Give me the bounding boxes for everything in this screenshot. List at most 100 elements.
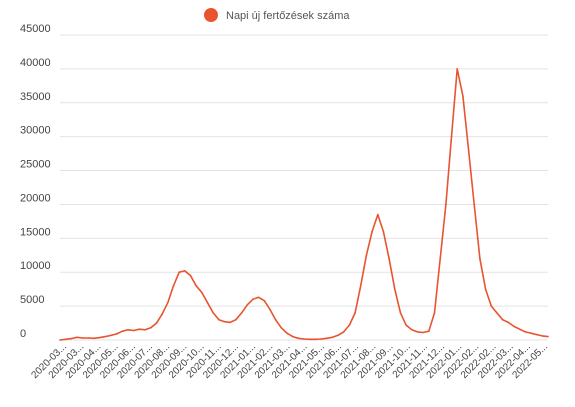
data-point [218,318,220,321]
data-point [201,291,203,294]
data-point [445,203,447,206]
y-tick-label: 45000 [20,23,51,35]
data-point [337,334,339,337]
data-point [501,318,504,321]
data-point [382,230,385,233]
legend[interactable]: Napi új fertőzések száma [204,8,350,22]
data-point [212,312,214,314]
data-point [342,331,345,333]
data-point [439,257,442,260]
data-point [110,334,112,337]
data-point [433,312,436,314]
data-point [399,312,402,314]
data-point [280,327,283,329]
data-point [394,288,396,291]
data-point [115,333,118,335]
data-point [269,308,271,311]
data-point [240,312,243,314]
data-point [541,335,544,337]
data-point [178,271,180,274]
data-point [87,337,90,339]
y-tick-label: 40000 [20,57,51,69]
data-point [252,298,254,301]
data-point [70,337,73,340]
data-point [507,321,510,324]
data-point [195,285,197,287]
data-point [150,327,152,329]
data-point [524,331,527,333]
data-point [127,329,129,331]
data-point [359,285,362,287]
data-point [513,325,515,328]
data-point [246,304,249,306]
data-point [405,324,407,326]
data-point [354,312,356,314]
y-tick-label: 20000 [20,192,51,204]
data-point [155,322,158,324]
data-point [104,335,107,338]
y-axis-tick-labels: 0 5000 10000 15000 20000 25000 30000 35000 40000… [20,23,51,340]
data-point [371,230,373,233]
data-point [144,329,146,331]
y-tick-label: 30000 [20,125,51,137]
data-point [167,301,169,304]
data-point [235,318,237,321]
data-point [535,333,538,336]
y-tick-label: 25000 [20,159,51,171]
data-point [229,321,231,324]
data-point [76,336,78,339]
data-point [462,95,464,97]
data-point [223,320,226,323]
data-point [490,305,493,307]
data-point [496,312,498,314]
legend-marker [204,8,218,22]
data-point [161,313,163,316]
data-point [416,331,419,333]
y-tick-label: 0 [20,328,26,340]
data-point [484,288,487,291]
grid-lines [60,34,548,341]
data-point [257,296,260,299]
data-point [479,257,481,260]
data-point [189,274,192,277]
data-point [138,328,141,331]
data-point [274,318,277,321]
data-point [518,328,521,331]
data-point [93,337,95,340]
data-point [314,338,317,341]
y-tick-label: 35000 [20,91,51,103]
data-points [59,68,549,341]
data-point [59,339,61,341]
data-point [456,68,459,70]
data-point [291,335,294,338]
y-tick-label: 5000 [20,294,44,306]
y-tick-label: 10000 [20,260,51,272]
y-tick-label: 15000 [20,226,51,238]
data-point [297,337,300,340]
data-point [325,337,328,340]
data-point [428,330,430,333]
data-point [98,336,101,339]
data-point [184,270,186,272]
legend-label: Napi új fertőzések száma [226,10,350,22]
data-point [206,301,209,304]
data-point [320,338,322,340]
x-axis-tick-labels: 2020-03...2020-03...2020-04...2020-05...… [29,341,550,381]
data-point [467,149,470,151]
data-point [388,257,390,260]
data-point [348,324,351,326]
data-point [263,299,266,302]
data-point [81,337,84,339]
data-point [133,329,135,332]
data-point [365,254,368,257]
data-point [450,135,453,138]
data-point [422,331,425,334]
data-point [377,213,379,216]
data-point [64,338,67,341]
data-point [308,338,311,341]
data-point [473,203,476,206]
data-point [530,332,532,335]
data-point [172,285,175,287]
data-point [303,338,305,340]
